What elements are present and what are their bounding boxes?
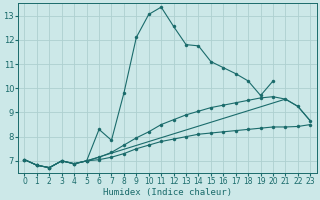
X-axis label: Humidex (Indice chaleur): Humidex (Indice chaleur)	[103, 188, 232, 197]
